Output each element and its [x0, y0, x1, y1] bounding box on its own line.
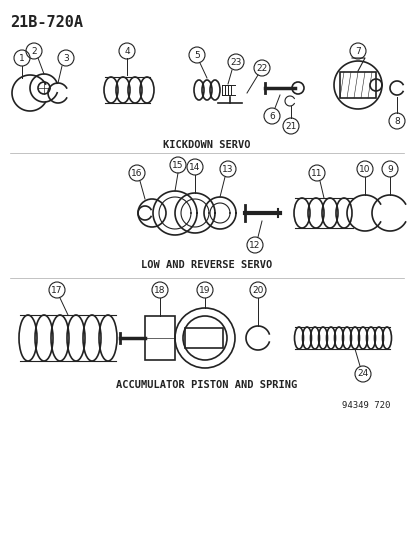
Text: ACCUMULATOR PISTON AND SPRING: ACCUMULATOR PISTON AND SPRING — [116, 380, 297, 390]
Text: 18: 18 — [154, 286, 165, 295]
Text: 8: 8 — [393, 117, 399, 125]
Text: 12: 12 — [249, 240, 260, 249]
Text: 3: 3 — [63, 53, 69, 62]
Bar — [228, 85, 230, 95]
Text: 22: 22 — [256, 63, 267, 72]
Text: 94349 720: 94349 720 — [341, 400, 389, 409]
Text: 17: 17 — [51, 286, 63, 295]
Bar — [224, 85, 228, 95]
Text: 9: 9 — [386, 165, 392, 174]
Bar — [185, 328, 223, 348]
Text: LOW AND REVERSE SERVO: LOW AND REVERSE SERVO — [141, 260, 272, 270]
Text: 5: 5 — [194, 51, 199, 60]
Text: 1: 1 — [19, 53, 25, 62]
Bar — [339, 72, 375, 98]
Text: 2: 2 — [31, 46, 37, 55]
Text: 13: 13 — [222, 165, 233, 174]
Text: 23: 23 — [230, 58, 241, 67]
Text: 11: 11 — [311, 168, 322, 177]
Text: 24: 24 — [356, 369, 368, 378]
Text: 4: 4 — [124, 46, 130, 55]
Bar — [221, 85, 224, 95]
Bar — [145, 316, 175, 360]
Text: 10: 10 — [358, 165, 370, 174]
Text: 7: 7 — [354, 46, 360, 55]
Text: 16: 16 — [131, 168, 142, 177]
Text: 21B-720A: 21B-720A — [10, 15, 83, 30]
Text: 14: 14 — [189, 163, 200, 172]
Text: 20: 20 — [252, 286, 263, 295]
Text: 19: 19 — [199, 286, 210, 295]
Text: 6: 6 — [268, 111, 274, 120]
Text: 15: 15 — [172, 160, 183, 169]
Text: 21: 21 — [285, 122, 296, 131]
Text: KICKDOWN SERVO: KICKDOWN SERVO — [163, 140, 250, 150]
